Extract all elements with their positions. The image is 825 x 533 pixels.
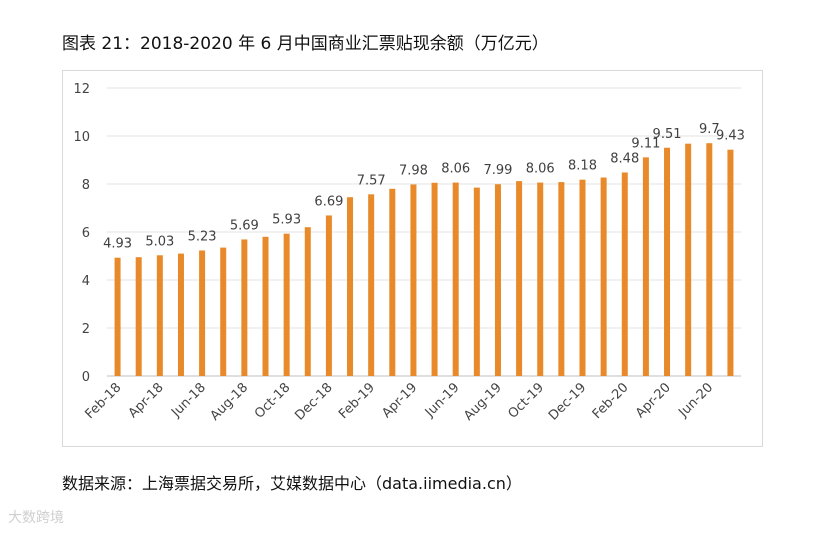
data-label: 5.69 (230, 218, 259, 233)
x-tick-label: Apr-20 (633, 380, 674, 421)
data-label: 9.43 (716, 129, 745, 144)
bar (494, 184, 501, 376)
x-tick-label: Oct-19 (506, 380, 548, 422)
bar (220, 247, 227, 376)
x-tick-label: Dec-18 (292, 380, 335, 423)
data-label: 4.93 (103, 237, 132, 252)
y-tick-label: 2 (82, 322, 90, 337)
bar (685, 143, 692, 376)
y-tick-label: 12 (73, 82, 90, 97)
bar (156, 255, 163, 376)
bar (706, 143, 713, 376)
bar (558, 182, 565, 376)
source-note: 数据来源：上海票据交易所，艾媒数据中心（data.iimedia.cn） (62, 474, 522, 493)
chart-title: 图表 21：2018-2020 年 6 月中国商业汇票贴现余额（万亿元） (62, 34, 549, 54)
bar (135, 257, 142, 376)
data-label: 5.93 (272, 213, 301, 228)
data-label: 9.51 (653, 127, 682, 142)
data-label: 5.23 (188, 229, 217, 244)
bar (664, 147, 671, 376)
data-label: 7.99 (483, 163, 512, 178)
bar (304, 227, 311, 376)
bar (600, 177, 607, 376)
bar (114, 257, 121, 376)
y-tick-label: 4 (82, 274, 90, 289)
bar (241, 239, 248, 376)
bar (579, 179, 586, 376)
x-tick-label: Dec-19 (546, 380, 589, 423)
bar (368, 194, 375, 376)
data-label: 9.7 (699, 122, 720, 137)
data-label: 6.69 (314, 194, 343, 209)
data-label: 5.03 (145, 234, 174, 249)
data-label: 8.48 (610, 151, 639, 166)
bar (516, 181, 523, 376)
bar (431, 182, 438, 376)
watermark-logo: 大数跨境 (8, 510, 64, 526)
chart-frame (62, 70, 763, 447)
x-tick-label: Feb-19 (336, 380, 378, 422)
x-tick-label: Aug-19 (461, 380, 505, 424)
bar (177, 253, 184, 376)
bar (621, 172, 628, 376)
bar (389, 188, 396, 376)
bar (199, 250, 206, 376)
y-tick-label: 10 (73, 130, 90, 145)
y-tick-label: 0 (82, 370, 90, 385)
bar (473, 187, 480, 376)
x-tick-label: Jun-18 (168, 380, 209, 421)
bar (283, 233, 290, 376)
y-tick-label: 6 (82, 226, 90, 241)
bar (727, 149, 734, 376)
x-tick-label: Oct-18 (252, 380, 294, 422)
bar (452, 182, 459, 376)
bar (347, 197, 354, 376)
bar (262, 236, 269, 376)
bar (642, 157, 649, 376)
x-tick-label: Apr-19 (379, 380, 420, 421)
data-label: 8.06 (526, 162, 555, 177)
x-tick-label: Apr-18 (126, 380, 167, 421)
bar (325, 215, 332, 376)
x-tick-label: Aug-18 (208, 380, 252, 424)
x-tick-label: Feb-18 (82, 380, 124, 422)
data-label: 8.18 (568, 159, 597, 174)
x-tick-label: Feb-20 (590, 380, 632, 422)
data-label: 7.57 (357, 173, 386, 188)
bar (410, 184, 417, 376)
data-label: 7.98 (399, 163, 428, 178)
bar (537, 182, 544, 376)
x-tick-label: Jun-20 (675, 380, 716, 421)
y-tick-label: 8 (82, 178, 90, 193)
data-label: 9.11 (631, 136, 660, 151)
x-tick-label: Jun-19 (422, 380, 463, 421)
data-label: 8.06 (441, 162, 470, 177)
